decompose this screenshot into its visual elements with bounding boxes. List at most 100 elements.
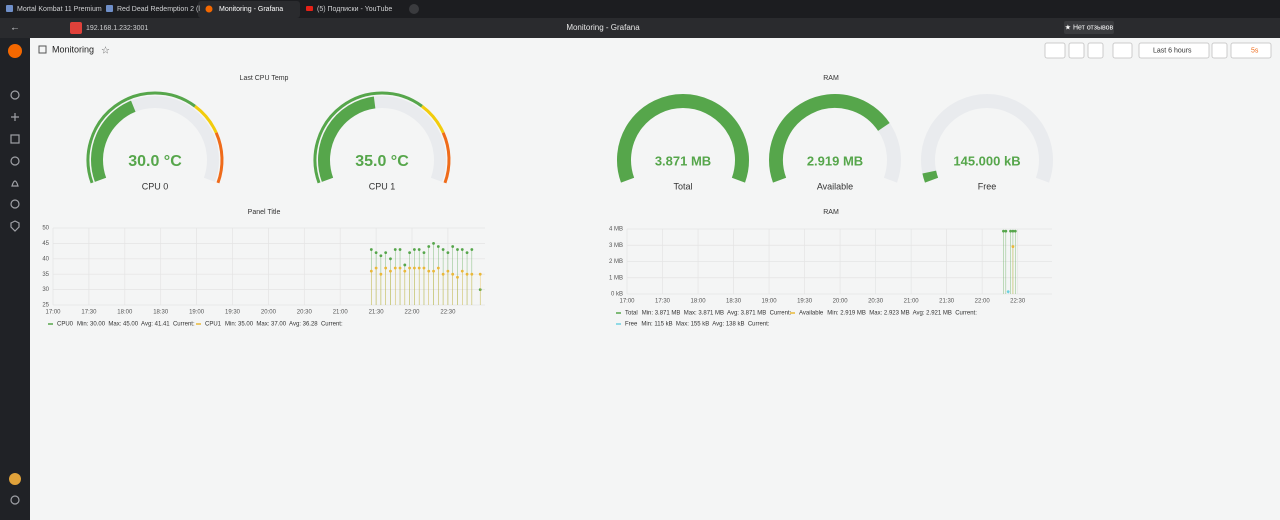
legend-name: Available: [799, 311, 824, 317]
save-button[interactable]: [1068, 42, 1085, 59]
y-tick-label: 4 MB: [609, 227, 623, 233]
search-icon[interactable]: [10, 90, 20, 100]
gauge-name: Available: [817, 181, 853, 191]
x-tick-label: 22:30: [440, 310, 456, 316]
new-tab[interactable]: [409, 4, 419, 14]
gauge-track: [921, 94, 1053, 183]
point: [470, 248, 474, 251]
y-tick-label: 25: [42, 303, 49, 309]
point: [389, 257, 392, 261]
x-tick-label: 19:00: [189, 310, 205, 316]
help-icon[interactable]: [10, 495, 20, 505]
threshold-arc: [214, 132, 224, 184]
tab-icon: [106, 5, 113, 12]
point: [432, 242, 435, 245]
panel-title: Last CPU Temp: [240, 75, 289, 82]
y-tick-label: 40: [42, 256, 49, 262]
dashboard-title[interactable]: Monitoring: [52, 44, 94, 54]
x-tick-label: 19:30: [225, 310, 241, 316]
point: [465, 251, 469, 255]
settings-button[interactable]: [1087, 42, 1104, 59]
tab[interactable]: Red Dead Redemption 2 (l: [117, 6, 200, 13]
gauge-value-label: 3.871 MB: [655, 153, 711, 168]
x-tick-label: 17:00: [619, 299, 635, 305]
point: [403, 269, 407, 273]
gauge-value-label: 145.000 kB: [953, 153, 1020, 168]
explore-icon[interactable]: [10, 156, 20, 166]
tab[interactable]: (5) Подписки - YouTube: [317, 6, 392, 13]
gauge-name: Free: [978, 181, 997, 191]
gauge-value: [318, 96, 376, 182]
point: [446, 251, 450, 255]
panel-title: RAM: [823, 209, 839, 216]
x-tick-label: 20:00: [261, 310, 277, 316]
legend-name: Total: [625, 311, 638, 317]
review-button[interactable]: [1064, 21, 1114, 34]
point: [478, 272, 482, 276]
time-range: Last 6 hours: [1153, 47, 1192, 54]
legend-stats: Min: 3.871 MB Max: 3.871 MB Avg: 3.871 M…: [642, 311, 792, 317]
point: [408, 251, 412, 255]
gauge-name: CPU 0: [142, 181, 169, 191]
x-tick-label: 17:00: [45, 310, 61, 316]
dashboards-icon[interactable]: [10, 134, 20, 144]
threshold-arc: [194, 105, 218, 134]
time-picker[interactable]: [1138, 42, 1210, 59]
x-tick-label: 19:30: [797, 299, 813, 305]
star-button[interactable]: ☆: [101, 46, 110, 57]
point: [436, 266, 440, 270]
tv-button[interactable]: [1112, 42, 1133, 59]
gauge-value-label: 2.919 MB: [807, 153, 863, 168]
point: [379, 254, 383, 258]
legend-stats: Min: 115 kB Max: 155 kB Avg: 138 kB Curr…: [641, 322, 770, 328]
point: [398, 248, 402, 251]
tab[interactable]: Monitoring - Grafana: [219, 6, 283, 13]
gauge-value-label: 35.0 °C: [355, 153, 409, 170]
url[interactable]: 192.168.1.232:3001: [86, 25, 148, 32]
point: [374, 266, 378, 270]
point: [393, 266, 397, 270]
alerting-icon[interactable]: [11, 180, 19, 187]
point: [1009, 229, 1012, 233]
active-tab[interactable]: [198, 1, 300, 18]
legend-name: Free: [625, 322, 638, 328]
dashboard-icon: [38, 45, 47, 54]
point: [398, 266, 402, 270]
gauge-name: Total: [673, 181, 692, 191]
point: [1011, 245, 1015, 248]
user-avatar[interactable]: [9, 473, 21, 485]
back-button[interactable]: ←: [10, 23, 20, 34]
refresh-picker[interactable]: [1230, 42, 1272, 59]
create-icon[interactable]: [11, 113, 19, 121]
point: [441, 248, 445, 251]
x-tick-label: 18:30: [726, 299, 742, 305]
y-tick-label: 2 MB: [609, 259, 623, 265]
gauge-value: [617, 94, 749, 183]
sidebar: [0, 38, 30, 520]
panel-title: RAM: [823, 75, 839, 82]
admin-icon[interactable]: [10, 220, 20, 232]
grafana-logo[interactable]: [8, 44, 22, 58]
threshold-arc: [86, 91, 196, 184]
threshold-arc: [441, 132, 451, 184]
zoom-out-button[interactable]: [1211, 42, 1228, 59]
point: [408, 266, 412, 270]
config-icon[interactable]: [10, 199, 20, 209]
point: [403, 263, 407, 267]
y-tick-label: 0 kB: [611, 292, 623, 298]
point: [456, 248, 459, 251]
point: [369, 269, 373, 273]
y-tick-label: 35: [42, 272, 49, 278]
legend-stats: Min: 2.919 MB Max: 2.923 MB Avg: 2.921 M…: [827, 311, 977, 317]
add-panel-button[interactable]: [1044, 42, 1066, 59]
x-tick-label: 20:30: [297, 310, 313, 316]
point: [369, 248, 373, 251]
refresh-interval: 5s: [1251, 47, 1259, 54]
tab[interactable]: Mortal Kombat 11 Premium: [17, 6, 102, 13]
point: [1002, 229, 1005, 233]
y-tick-label: 50: [42, 226, 49, 232]
x-tick-label: 17:30: [81, 310, 97, 316]
x-tick-label: 20:00: [833, 299, 849, 305]
